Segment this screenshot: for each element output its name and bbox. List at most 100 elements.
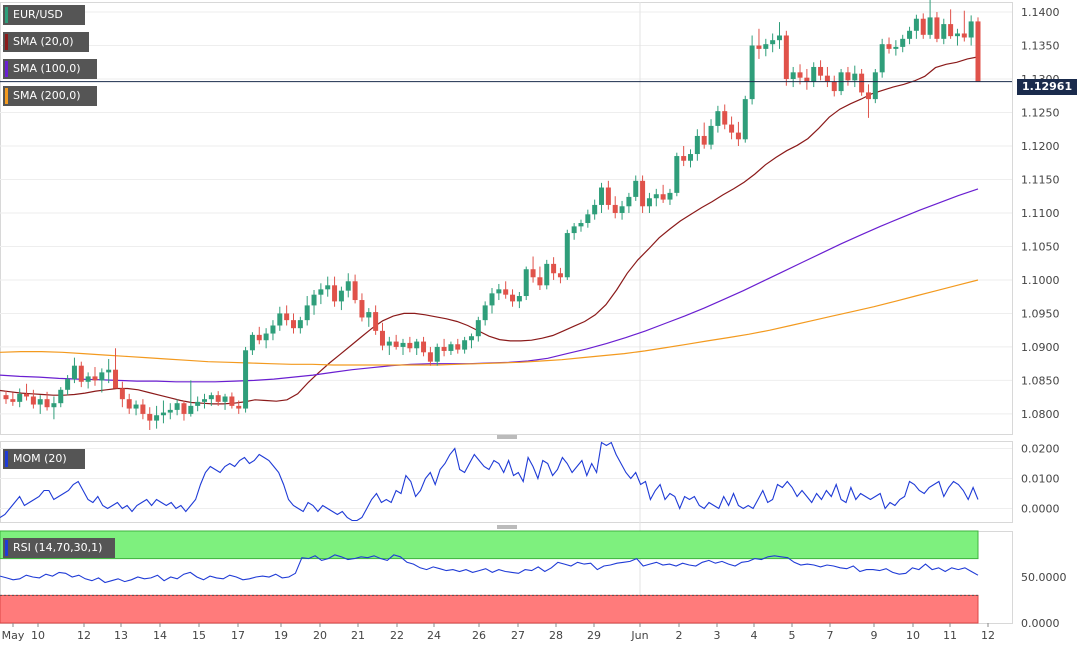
momentum-line: [0, 441, 979, 522]
panel-frame: [0, 441, 1013, 523]
x-tick-label: 7: [827, 629, 834, 642]
chart-grid: [0, 2, 1013, 624]
candle-body: [338, 290, 344, 302]
y-tick-label: 1.1250: [1021, 107, 1060, 120]
legend-momentum[interactable]: MOM (20): [3, 449, 85, 469]
axes: 1.0800 1.0850 1.0900 1.0950 1.1000 1.1050 1.11…: [0, 6, 1067, 642]
candle-body: [571, 226, 577, 234]
legend-symbol-label: EUR/USD: [13, 8, 63, 21]
candle-body: [140, 404, 146, 414]
rsi-line: [0, 554, 979, 584]
candle-body: [373, 312, 379, 331]
candle-body: [783, 35, 789, 80]
candle-body: [99, 372, 105, 381]
candle-body: [770, 40, 776, 45]
candle-body: [475, 320, 481, 337]
candle-body: [3, 395, 9, 400]
y-tick-label: 1.1050: [1021, 240, 1060, 253]
y-tick-label: 1.1000: [1021, 274, 1060, 287]
legend-symbol[interactable]: EUR/USD: [3, 5, 85, 25]
legend-rsi-label: RSI (14,70,30,1): [13, 541, 103, 554]
rsi-oversold-zone: [0, 594, 979, 624]
x-tick-label: 2: [676, 629, 683, 642]
sma-lines: [0, 56, 979, 405]
y-tick-label: 0.0200: [1021, 443, 1060, 456]
candle-body: [311, 294, 317, 306]
candle-body: [195, 401, 201, 406]
candle-body: [941, 24, 947, 39]
y-tick-label: 0.0000: [1021, 617, 1060, 630]
candle-body: [263, 333, 269, 341]
candle-body: [859, 73, 865, 93]
candle-body: [605, 187, 611, 205]
y-tick-label: 50.0000: [1021, 571, 1067, 584]
candle-body: [249, 334, 255, 351]
sma-line-1: [0, 188, 979, 383]
candle-body: [421, 341, 427, 353]
candle-body: [633, 180, 639, 197]
candle-body: [58, 389, 64, 404]
candle-body: [455, 344, 461, 350]
candle-body: [900, 38, 906, 47]
candle-body: [236, 405, 242, 409]
candle-body: [886, 44, 892, 49]
candle-body: [359, 300, 365, 318]
candle-body: [85, 376, 91, 382]
x-tick-label: 5: [789, 629, 796, 642]
candle-body: [865, 92, 871, 100]
y-tick-label: 1.0950: [1021, 307, 1060, 320]
sma-line-2: [0, 279, 979, 366]
candle-body: [831, 81, 837, 92]
candle-body: [612, 204, 618, 213]
candle-body: [742, 99, 748, 140]
candle-body: [24, 393, 30, 397]
legend-sma-20[interactable]: SMA (20,0): [3, 32, 89, 52]
candle-body: [729, 124, 735, 133]
y-tick-label: 1.1150: [1021, 173, 1060, 186]
candle-body: [133, 404, 139, 409]
y-tick-label: 0.0100: [1021, 473, 1060, 486]
candle-body: [954, 33, 960, 37]
x-tick-label: May: [2, 629, 25, 642]
candle-body: [352, 281, 358, 301]
candle-body: [414, 341, 420, 349]
candle-body: [920, 18, 926, 35]
candle-body: [811, 66, 817, 82]
candle-body: [208, 395, 214, 400]
candle-body: [393, 341, 399, 347]
current-price-tag: 1.12961: [1017, 79, 1078, 95]
legend-sma-200-label: SMA (200,0): [13, 89, 81, 102]
candle-body: [537, 277, 543, 286]
rsi-panel: [0, 530, 979, 624]
candle-body: [516, 296, 522, 302]
candle-body: [482, 305, 488, 321]
legend-sma-200[interactable]: SMA (200,0): [3, 86, 97, 106]
candle-body: [818, 66, 824, 76]
candle-body: [448, 344, 454, 351]
candle-body: [30, 396, 36, 405]
candle-body: [701, 135, 707, 145]
candle-body: [65, 379, 71, 390]
candle-body: [927, 17, 933, 35]
candle-body: [126, 399, 132, 409]
x-tick-label: 19: [274, 629, 288, 642]
candle-body: [284, 313, 290, 321]
candle-body: [790, 72, 796, 80]
x-tick-label: 10: [31, 629, 45, 642]
candle-body: [688, 154, 694, 161]
legend-sma-100[interactable]: SMA (100,0): [3, 59, 97, 79]
x-tick-label: 20: [313, 629, 327, 642]
candle-body: [749, 45, 755, 100]
candle-body: [564, 233, 570, 278]
candle-body: [92, 376, 98, 381]
candle-body: [667, 192, 673, 200]
x-tick-label: 27: [511, 629, 525, 642]
candle-body: [824, 75, 830, 82]
legend-rsi[interactable]: RSI (14,70,30,1): [3, 538, 115, 558]
candle-body: [407, 342, 413, 349]
candle-body: [243, 350, 249, 409]
candle-body: [71, 365, 77, 380]
candle-body: [523, 269, 529, 297]
candle-body: [167, 409, 173, 413]
